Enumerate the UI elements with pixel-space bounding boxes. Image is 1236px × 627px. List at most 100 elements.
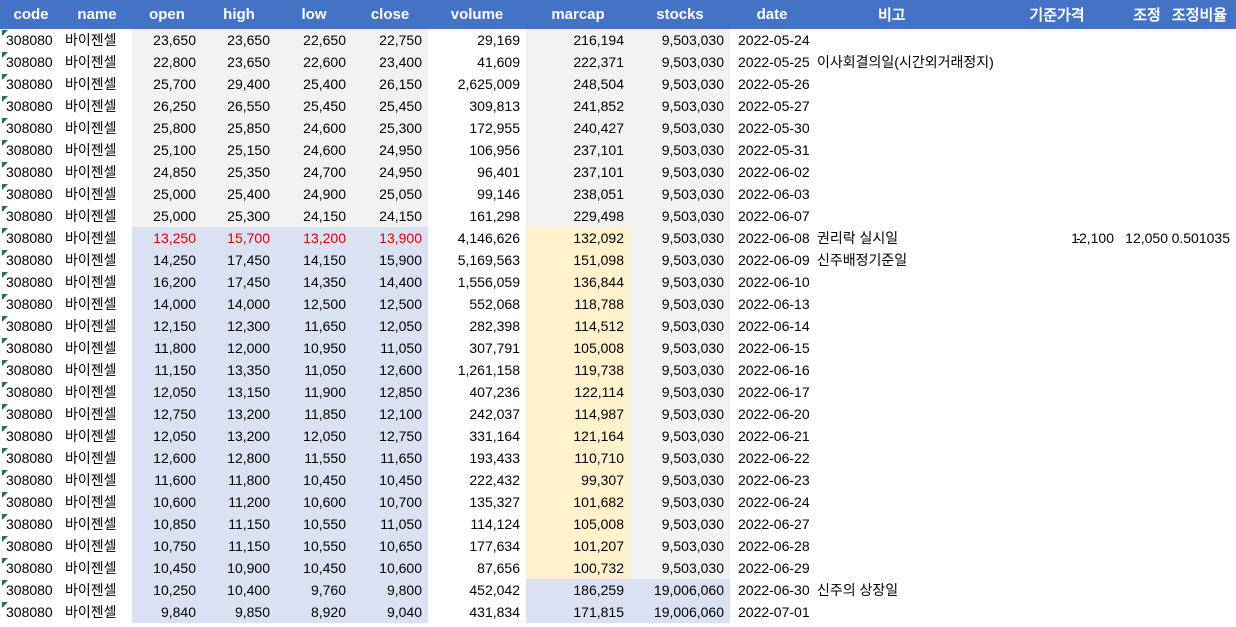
cell-date[interactable]: 2022-06-22 — [730, 447, 814, 469]
cell-volume[interactable]: 1,556,059 — [428, 271, 526, 293]
cell-marcap[interactable]: 248,504 — [526, 73, 630, 95]
cell-high[interactable]: 12,300 — [202, 315, 276, 337]
cell-high[interactable]: 12,800 — [202, 447, 276, 469]
cell-close[interactable]: 12,850 — [352, 381, 428, 403]
header-low[interactable]: low — [276, 0, 352, 29]
cell-base-price[interactable] — [1064, 403, 1120, 425]
cell-low[interactable]: 11,050 — [276, 359, 352, 381]
cell-high[interactable]: 25,350 — [202, 161, 276, 183]
cell-marcap[interactable]: 114,512 — [526, 315, 630, 337]
cell-adjust[interactable] — [1120, 293, 1174, 315]
cell-adjust[interactable] — [1120, 337, 1174, 359]
cell-stocks[interactable]: 9,503,030 — [630, 29, 730, 51]
cell-close[interactable]: 12,500 — [352, 293, 428, 315]
cell-marcap[interactable]: 240,427 — [526, 117, 630, 139]
cell-code[interactable]: 308080 — [0, 315, 62, 337]
cell-low[interactable]: 11,550 — [276, 447, 352, 469]
cell-close[interactable]: 10,600 — [352, 557, 428, 579]
cell-open[interactable]: 9,840 — [132, 601, 202, 623]
header-name[interactable]: name — [62, 0, 132, 29]
cell-high[interactable]: 11,150 — [202, 535, 276, 557]
cell-open[interactable]: 22,800 — [132, 51, 202, 73]
cell-volume[interactable]: 172,955 — [428, 117, 526, 139]
cell-base-price[interactable] — [1064, 117, 1120, 139]
cell-volume[interactable]: 431,834 — [428, 601, 526, 623]
cell-volume[interactable]: 114,124 — [428, 513, 526, 535]
cell-close[interactable]: 25,050 — [352, 183, 428, 205]
cell-close[interactable]: 10,700 — [352, 491, 428, 513]
cell-date[interactable]: 2022-05-24 — [730, 29, 814, 51]
cell-volume[interactable]: 307,791 — [428, 337, 526, 359]
cell-note[interactable] — [814, 95, 1064, 117]
cell-note[interactable] — [814, 205, 1064, 227]
cell-adjust[interactable] — [1120, 205, 1174, 227]
cell-high[interactable]: 11,150 — [202, 513, 276, 535]
cell-code[interactable]: 308080 — [0, 513, 62, 535]
cell-date[interactable]: 2022-06-17 — [730, 381, 814, 403]
cell-stocks[interactable]: 9,503,030 — [630, 381, 730, 403]
cell-date[interactable]: 2022-07-01 — [730, 601, 814, 623]
cell-stocks[interactable]: 9,503,030 — [630, 469, 730, 491]
cell-adjust[interactable] — [1120, 469, 1174, 491]
cell-open[interactable]: 12,600 — [132, 447, 202, 469]
cell-name[interactable]: 바이젠셀 — [62, 161, 132, 183]
cell-stocks[interactable]: 9,503,030 — [630, 73, 730, 95]
cell-volume[interactable]: 161,298 — [428, 205, 526, 227]
cell-open[interactable]: 25,800 — [132, 117, 202, 139]
cell-adjust[interactable] — [1120, 117, 1174, 139]
cell-open[interactable]: 16,200 — [132, 271, 202, 293]
cell-stocks[interactable]: 9,503,030 — [630, 315, 730, 337]
cell-code[interactable]: 308080 — [0, 447, 62, 469]
cell-high[interactable]: 13,200 — [202, 425, 276, 447]
cell-low[interactable]: 10,950 — [276, 337, 352, 359]
cell-note[interactable]: 신주배정기준일 — [814, 249, 1064, 271]
cell-name[interactable]: 바이젠셀 — [62, 447, 132, 469]
cell-base-price[interactable] — [1064, 183, 1120, 205]
cell-open[interactable]: 10,750 — [132, 535, 202, 557]
cell-code[interactable]: 308080 — [0, 535, 62, 557]
cell-stocks[interactable]: 9,503,030 — [630, 293, 730, 315]
cell-high[interactable]: 9,850 — [202, 601, 276, 623]
cell-volume[interactable]: 5,169,563 — [428, 249, 526, 271]
cell-volume[interactable]: 1,261,158 — [428, 359, 526, 381]
cell-base-price[interactable] — [1064, 535, 1120, 557]
header-close[interactable]: close — [352, 0, 428, 29]
cell-adjust[interactable] — [1120, 601, 1174, 623]
cell-adjust[interactable]: 12,050 — [1120, 227, 1174, 249]
cell-adjust[interactable] — [1120, 51, 1174, 73]
cell-adjust[interactable] — [1120, 271, 1174, 293]
cell-name[interactable]: 바이젠셀 — [62, 579, 132, 601]
cell-date[interactable]: 2022-05-27 — [730, 95, 814, 117]
cell-adjust[interactable] — [1120, 315, 1174, 337]
cell-marcap[interactable]: 186,259 — [526, 579, 630, 601]
cell-volume[interactable]: 407,236 — [428, 381, 526, 403]
cell-code[interactable]: 308080 — [0, 337, 62, 359]
cell-low[interactable]: 11,900 — [276, 381, 352, 403]
cell-code[interactable]: 308080 — [0, 381, 62, 403]
cell-base-price[interactable] — [1064, 381, 1120, 403]
cell-base-price[interactable] — [1064, 139, 1120, 161]
cell-code[interactable]: 308080 — [0, 403, 62, 425]
cell-code[interactable]: 308080 — [0, 293, 62, 315]
cell-adjust[interactable] — [1120, 249, 1174, 271]
cell-code[interactable]: 308080 — [0, 601, 62, 623]
cell-marcap[interactable]: 171,815 — [526, 601, 630, 623]
cell-date[interactable]: 2022-06-02 — [730, 161, 814, 183]
cell-low[interactable]: 25,450 — [276, 95, 352, 117]
cell-close[interactable]: 12,750 — [352, 425, 428, 447]
cell-marcap[interactable]: 110,710 — [526, 447, 630, 469]
cell-date[interactable]: 2022-06-13 — [730, 293, 814, 315]
cell-volume[interactable]: 99,146 — [428, 183, 526, 205]
cell-high[interactable]: 25,850 — [202, 117, 276, 139]
cell-close[interactable]: 10,650 — [352, 535, 428, 557]
cell-name[interactable]: 바이젠셀 — [62, 293, 132, 315]
cell-open[interactable]: 25,000 — [132, 205, 202, 227]
cell-name[interactable]: 바이젠셀 — [62, 29, 132, 51]
cell-open[interactable]: 25,000 — [132, 183, 202, 205]
cell-date[interactable]: 2022-06-20 — [730, 403, 814, 425]
cell-name[interactable]: 바이젠셀 — [62, 337, 132, 359]
cell-marcap[interactable]: 216,194 — [526, 29, 630, 51]
cell-high[interactable]: 29,400 — [202, 73, 276, 95]
cell-high[interactable]: 13,350 — [202, 359, 276, 381]
cell-note[interactable] — [814, 601, 1064, 623]
